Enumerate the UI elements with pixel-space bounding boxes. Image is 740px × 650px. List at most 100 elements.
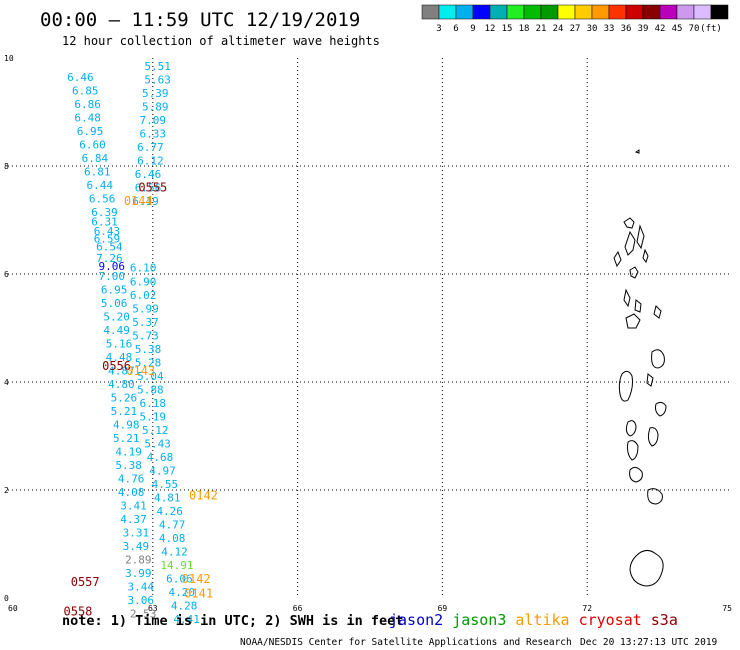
- y-tick-label: 4: [4, 378, 9, 387]
- color-scale-label: 33: [604, 24, 615, 34]
- wave-height-value: 6.39: [91, 206, 118, 219]
- wave-height-value: 4.08: [118, 486, 145, 499]
- pass-time-label: 0556: [102, 359, 131, 373]
- wave-height-value: 7.26: [96, 252, 123, 265]
- wave-height-value: 5.21: [113, 432, 140, 445]
- x-tick-label: 60: [8, 604, 18, 613]
- color-scale-label: 30: [587, 24, 598, 34]
- wave-height-value: 7.00: [99, 270, 126, 283]
- wave-height-value: 4.76: [118, 473, 145, 486]
- wave-height-value: 7.09: [140, 114, 167, 127]
- wave-height-value: 4.55: [152, 478, 179, 491]
- color-swatch: [608, 4, 627, 20]
- wave-height-value: 4.12: [161, 546, 188, 559]
- wave-height-value: 4.28: [171, 600, 198, 613]
- wave-height-value: 5.38: [135, 343, 162, 356]
- wave-height-value: 4.80: [108, 378, 135, 391]
- color-swatch: [438, 4, 457, 20]
- wave-height-value: 5.89: [142, 101, 169, 114]
- color-scale-label: (ft): [700, 24, 722, 34]
- wave-height-value: 4.81: [154, 492, 181, 505]
- wave-height-value: 6.86: [74, 98, 101, 111]
- footer-note: note: 1) Time is in UTC; 2) SWH is in fe…: [62, 613, 403, 629]
- wave-height-value: 4.26: [156, 505, 183, 518]
- pass-time-label: 0142: [189, 488, 218, 502]
- color-scale-label: 15: [502, 24, 513, 34]
- color-swatch: [710, 4, 729, 20]
- x-tick-label: 69: [438, 604, 448, 613]
- pass-time-label: 0557: [71, 575, 100, 589]
- y-tick-label: 6: [4, 270, 9, 279]
- wave-height-value: 6.43: [94, 225, 121, 238]
- wave-height-value: 5.12: [142, 424, 169, 437]
- color-swatch: [421, 4, 440, 20]
- wave-height-value: 6.60: [79, 138, 106, 151]
- satellite-legend: jason2 jason3 altika cryosat s3a: [389, 611, 678, 629]
- color-scale-label: 6: [453, 24, 458, 34]
- wave-height-value: 4.98: [113, 419, 140, 432]
- chart-subtitle: 12 hour collection of altimeter wave hei…: [62, 34, 380, 48]
- pass-time-label: 0555: [138, 181, 167, 195]
- color-swatch: [540, 4, 559, 20]
- color-swatch: [506, 4, 525, 20]
- wave-height-value: 6.12: [137, 155, 164, 168]
- wave-height-value: 6.56: [89, 192, 116, 205]
- x-tick-label: 63: [148, 604, 158, 613]
- wave-height-value: 5.06: [101, 297, 128, 310]
- wave-height-value: 6.44: [86, 179, 113, 192]
- wave-height-value: 6.48: [74, 111, 101, 124]
- color-swatch: [676, 4, 695, 20]
- wave-height-value: 4.68: [147, 451, 174, 464]
- y-tick-label: 0: [4, 594, 9, 603]
- wave-height-value: 6.59: [94, 232, 121, 245]
- color-swatch: [574, 4, 593, 20]
- x-tick-label: 75: [722, 604, 732, 613]
- wave-height-value: 5.19: [140, 411, 167, 424]
- wave-height-value: 6.95: [77, 125, 104, 138]
- wave-height-value: 5.43: [144, 438, 171, 451]
- color-swatch: [693, 4, 712, 20]
- wave-height-value: 6.46: [67, 71, 94, 84]
- wave-height-value: 5.37: [132, 316, 159, 329]
- gridlines: [8, 58, 732, 598]
- y-tick-label: 2: [4, 486, 9, 495]
- x-axis-ticks: 60 63 66 69 72 75: [8, 604, 732, 613]
- pass-time-label: 0558: [64, 605, 93, 619]
- x-tick-label: 66: [293, 604, 303, 613]
- color-swatch: [523, 4, 542, 20]
- wave-height-value: 4.08: [159, 532, 186, 545]
- color-swatch: [642, 4, 661, 20]
- wave-height-value: 6.06: [166, 573, 193, 586]
- wave-height-value: 4.19: [115, 446, 142, 459]
- footer-credit: NOAA/NESDIS Center for Satellite Applica…: [240, 637, 572, 648]
- pass-time-label: 0141: [184, 587, 213, 601]
- color-scale-label: 45: [672, 24, 683, 34]
- color-scale-label: 27: [570, 24, 581, 34]
- wave-height-value: 5.38: [115, 459, 142, 472]
- wave-height-value: 6.46: [135, 168, 162, 181]
- wave-height-value: 3.41: [120, 500, 147, 513]
- color-swatch: [489, 4, 508, 20]
- color-scale-label: 18: [519, 24, 530, 34]
- color-scale-label: 70: [689, 24, 700, 34]
- wave-height-value: 9.06: [99, 260, 126, 273]
- color-swatch: [472, 4, 491, 20]
- color-swatch: [557, 4, 576, 20]
- wave-height-value: 6.95: [101, 284, 128, 297]
- wave-height-value: 6.54: [96, 240, 123, 253]
- wave-height-value: 2.89: [125, 554, 152, 567]
- wave-height-value: 6.02: [130, 289, 157, 302]
- wave-height-value: 4.87: [108, 365, 135, 378]
- color-scale-label: 36: [621, 24, 632, 34]
- chart-title: 00:00 – 11:59 UTC 12/19/2019: [40, 9, 360, 31]
- wave-height-value: 4.97: [149, 465, 176, 478]
- wave-height-value: 6.10: [130, 262, 157, 275]
- color-scale-label: 9: [470, 24, 475, 34]
- wave-height-value: 4.20: [169, 586, 196, 599]
- wave-height-value: 5.28: [135, 357, 162, 370]
- wave-height-value: 3.31: [123, 527, 150, 540]
- wave-height-value: 5.04: [137, 370, 164, 383]
- wave-height-value: 5.88: [137, 384, 164, 397]
